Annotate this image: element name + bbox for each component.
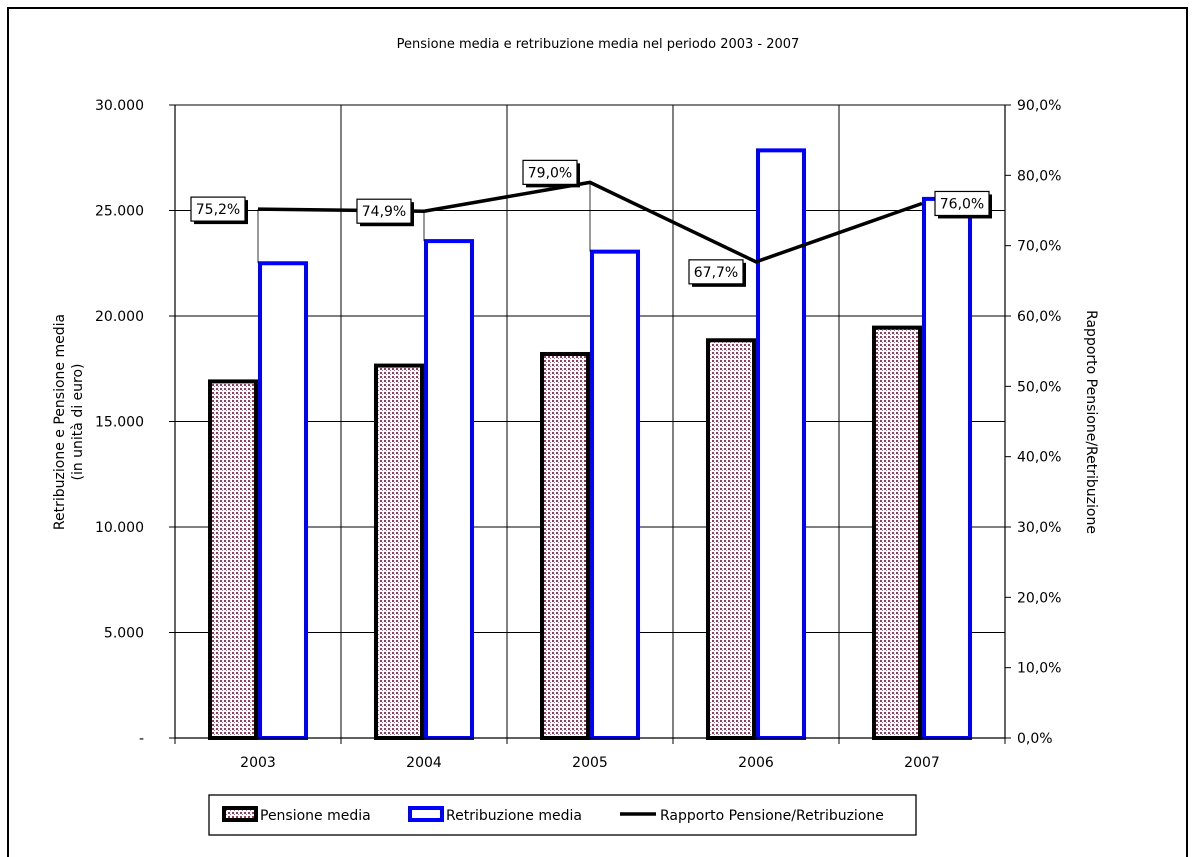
bar-retribuzione-media: [590, 249, 640, 741]
data-label: 79,0%: [528, 165, 572, 181]
y2-tick-label: 50,0%: [1017, 379, 1061, 395]
y-tick-label: 15.000: [95, 415, 144, 431]
legend-label: Rapporto Pensione/Retribuzione: [660, 808, 884, 824]
x-tick-label: 2007: [904, 755, 940, 771]
y-tick-label: 30.000: [95, 98, 144, 114]
data-label-box: [688, 259, 744, 285]
bar-retribuzione-media: [258, 261, 308, 740]
bar-pensione-media: [208, 379, 258, 740]
data-label-box: [190, 196, 246, 222]
data-label: 75,2%: [196, 202, 240, 218]
y2-tick-label: 0,0%: [1017, 731, 1053, 747]
bar-retribuzione-media: [922, 196, 972, 740]
legend: Pensione media Retribuzione media Rapporto…: [208, 794, 917, 836]
y2-tick-label: 10,0%: [1017, 661, 1061, 677]
y-tick-label: 5.000: [104, 626, 144, 642]
legend-swatch-retribuzione: [408, 806, 444, 822]
y2-tick-label: 80,0%: [1017, 168, 1061, 184]
x-tick-label: 2005: [572, 755, 608, 771]
y2-tick-label: 60,0%: [1017, 309, 1061, 325]
legend-label: Pensione media: [260, 808, 371, 824]
y-axis-label: Retribuzione e Pensione media: [52, 314, 68, 530]
bar-pensione-media: [540, 351, 590, 740]
y-tick-label: 25.000: [95, 204, 144, 220]
bar-pensione-media: [872, 325, 922, 740]
bar-retribuzione-media: [756, 148, 806, 741]
legend-box: [208, 794, 917, 836]
data-label-box: [356, 198, 412, 224]
y-axis-label-units: (in unità di euro): [70, 363, 86, 480]
y2-tick-label: 90,0%: [1017, 98, 1061, 114]
y-tick-label: 20.000: [95, 309, 144, 325]
y2-axis-label: Rapporto Pensione/Retribuzione: [1083, 310, 1099, 534]
data-label-box: [934, 190, 990, 217]
bar-retribuzione-media: [424, 239, 474, 740]
data-label-box: [522, 159, 578, 185]
y2-tick-label: 20,0%: [1017, 590, 1061, 606]
plot-area: - 5.000 10.000 15.000 20.000 25.000 30.000 0,0%…: [95, 98, 1061, 771]
x-tick-label: 2004: [406, 755, 442, 771]
x-tick-label: 2003: [240, 755, 276, 771]
y2-tick-label: 30,0%: [1017, 520, 1061, 536]
bar-pensione-media: [374, 363, 424, 740]
y-tick-label: 10.000: [95, 520, 144, 536]
x-tick-label: 2006: [738, 755, 774, 771]
legend-label: Retribuzione media: [446, 808, 582, 824]
data-label: 67,7%: [694, 265, 738, 281]
data-label: 74,9%: [362, 204, 406, 220]
bar-pensione-media: [706, 338, 756, 740]
legend-swatch-pensione: [222, 806, 258, 822]
data-label: 76,0%: [940, 196, 984, 212]
y2-tick-label: 40,0%: [1017, 450, 1061, 466]
y-tick-label: -: [139, 731, 144, 747]
y2-tick-label: 70,0%: [1017, 239, 1061, 255]
chart-title: Pensione media e retribuzione media nel …: [397, 37, 800, 52]
